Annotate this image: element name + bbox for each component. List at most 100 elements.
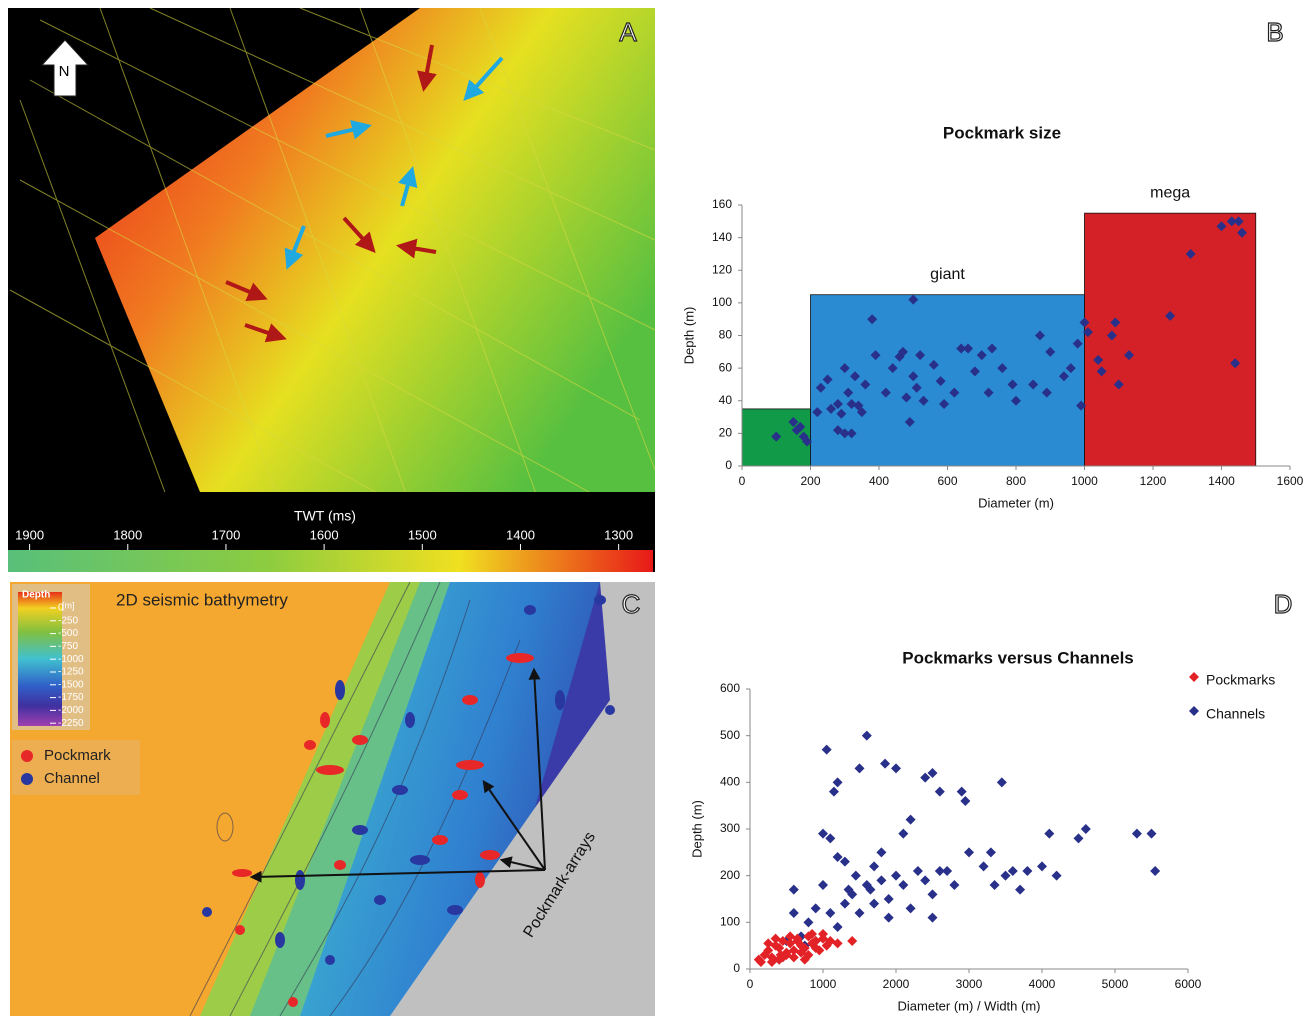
point (976, 350, 987, 361)
y-tick-label: 160 (712, 197, 732, 211)
y-tick-label: 500 (720, 728, 740, 742)
point (1058, 371, 1069, 382)
x-tick-label: 1000 (810, 977, 837, 991)
point (960, 796, 971, 806)
point (898, 880, 909, 890)
y-tick-label: 200 (720, 868, 740, 882)
point (807, 929, 818, 939)
point (1093, 354, 1104, 365)
point (850, 870, 861, 881)
y-tick-label: 0 (725, 458, 732, 472)
point (1110, 317, 1121, 328)
point (795, 421, 806, 432)
point (1022, 866, 1033, 876)
x-tick-label: 3000 (956, 977, 983, 991)
point (788, 884, 799, 895)
point (822, 374, 833, 385)
point (803, 917, 814, 928)
map-title: 2D seismic bathymetry (116, 590, 288, 609)
point (828, 786, 839, 797)
point (843, 884, 854, 895)
point (949, 387, 960, 398)
y-tick-label: 300 (720, 821, 740, 835)
x-tick-label: 5000 (1102, 977, 1129, 991)
depth-title: Depth (22, 590, 50, 601)
point (846, 399, 857, 410)
point (997, 363, 1008, 374)
depth-tick-label: 0 (58, 603, 64, 614)
point (818, 933, 828, 944)
point (898, 828, 909, 839)
point (897, 346, 908, 357)
point (1237, 227, 1248, 238)
y-tick-label: 400 (720, 775, 740, 789)
point (915, 350, 926, 361)
point (846, 428, 857, 439)
point (832, 938, 843, 949)
point (1096, 366, 1107, 377)
point (861, 880, 872, 890)
point (983, 387, 994, 398)
point (1076, 400, 1087, 411)
point (818, 880, 828, 890)
point (810, 903, 821, 914)
colorbar-tick-label: 1800 (113, 527, 142, 542)
panel-label: C (622, 589, 641, 619)
point (763, 938, 774, 949)
x-tick-label: 6000 (1175, 977, 1202, 991)
point (774, 943, 785, 953)
depth-tick-label: -1000 (58, 654, 84, 665)
point (867, 314, 878, 325)
point (1041, 387, 1052, 398)
y-tick-label: 80 (719, 328, 733, 342)
x-tick-label: 1600 (1277, 474, 1304, 488)
depth-tick-label: -2250 (58, 718, 84, 729)
x-tick-label: 2000 (883, 977, 910, 991)
point (1011, 395, 1021, 406)
point (1000, 870, 1011, 881)
legend-marker (1189, 706, 1199, 716)
point (861, 730, 872, 741)
chart-title: Pockmark size (943, 123, 1061, 142)
legend-marker (1189, 672, 1199, 682)
colorbar-tick-label: 1400 (506, 527, 535, 542)
point (1015, 884, 1026, 895)
point (939, 399, 950, 410)
y-tick-label: 140 (712, 230, 732, 244)
point (785, 931, 796, 942)
panel-label: B (1266, 17, 1283, 47)
y-axis-label: Depth (m) (689, 800, 704, 858)
x-tick-label: 1200 (1140, 474, 1167, 488)
point (825, 908, 836, 918)
point (755, 957, 766, 967)
point (904, 416, 915, 427)
depth-tick-label: -250 (58, 615, 78, 626)
x-tick-label: 600 (937, 474, 957, 488)
point (1028, 379, 1039, 390)
depth-tick-label: -1500 (58, 679, 84, 690)
depth-tick-label: -1250 (58, 667, 84, 678)
panel-label: A (619, 17, 637, 47)
point (832, 922, 843, 932)
point (815, 382, 826, 393)
depth-tick-label: -2000 (58, 705, 84, 716)
point (812, 407, 823, 418)
point (1051, 870, 1062, 881)
region (1084, 212, 1257, 467)
point (869, 898, 880, 909)
colorbar-tick-label: 1500 (408, 527, 437, 542)
point (1185, 248, 1196, 259)
point (935, 376, 946, 387)
y-axis-label: Depth (m) (681, 307, 696, 365)
x-tick-label: 4000 (1029, 977, 1056, 991)
point (856, 407, 867, 418)
point (985, 847, 996, 858)
point (1079, 317, 1090, 328)
point (1065, 363, 1076, 374)
map-a (8, 7, 656, 573)
y-tick-label: 0 (733, 961, 740, 975)
point (934, 786, 945, 797)
point (854, 908, 865, 918)
point (905, 903, 916, 914)
